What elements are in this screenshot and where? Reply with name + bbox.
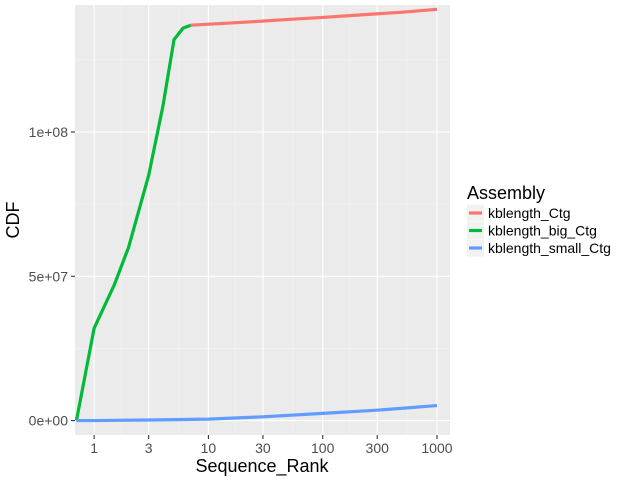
- y-axis-title: CDF: [3, 202, 23, 239]
- x-tick-label: 3: [145, 440, 153, 456]
- legend-label-kblength_big_Ctg: kblength_big_Ctg: [488, 223, 597, 239]
- series-line-kblength_small_Ctg: [76, 403, 438, 423]
- series-line-kblength_Ctg: [190, 7, 438, 27]
- x-tick-label: 10: [201, 440, 217, 456]
- legend-title: Assembly: [467, 183, 545, 203]
- y-tick-label: 0e+00: [29, 413, 69, 429]
- series-line-kblength_big_Ctg: [74, 23, 192, 421]
- legend-label-kblength_small_Ctg: kblength_small_Ctg: [488, 240, 611, 256]
- series-lines: [74, 7, 438, 423]
- minor-gridlines: [75, 5, 450, 435]
- y-tick-label: 5e+07: [29, 268, 69, 284]
- legend: Assembly kblength_Ctg kblength_big_Ctgkbl…: [467, 183, 611, 257]
- x-axis-ticks: 1 3 10 30 100 300 1000: [90, 435, 453, 456]
- legend-label-kblength_Ctg: kblength_Ctg: [488, 205, 571, 221]
- major-gridlines: [75, 5, 450, 435]
- y-axis-ticks: 0e+00 5e+07 1e+08: [29, 124, 75, 429]
- x-tick-label: 1: [90, 440, 98, 456]
- y-tick-label: 1e+08: [29, 124, 69, 140]
- x-axis-title: Sequence_Rank: [195, 456, 329, 477]
- x-tick-label: 1000: [421, 440, 452, 456]
- x-tick-label: 100: [311, 440, 335, 456]
- x-tick-label: 30: [255, 440, 271, 456]
- x-tick-label: 300: [366, 440, 390, 456]
